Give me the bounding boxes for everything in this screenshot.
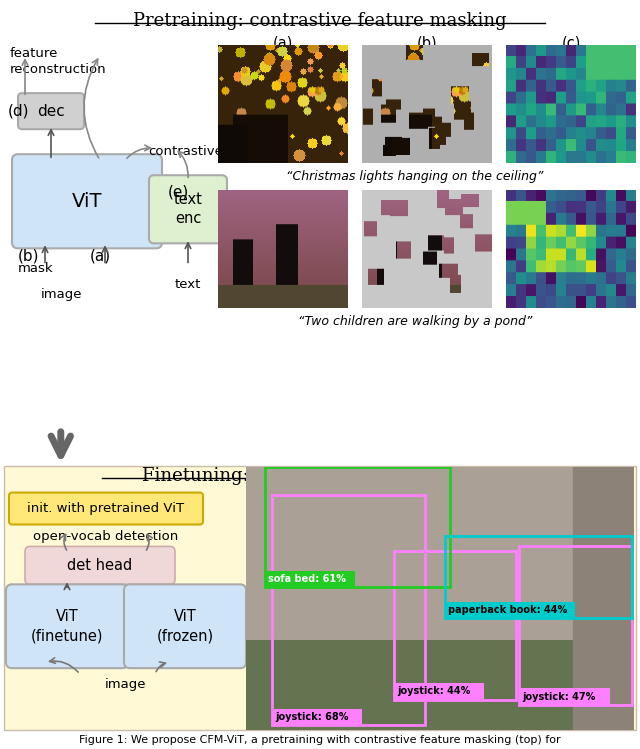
Text: image: image [41,288,83,301]
Text: paperback book: 44%: paperback book: 44% [448,604,568,615]
FancyBboxPatch shape [12,154,162,249]
FancyBboxPatch shape [124,584,246,668]
Bar [445,601,575,618]
Bar [272,709,362,725]
Text: joystick: 44%: joystick: 44% [397,686,470,697]
FancyBboxPatch shape [18,93,84,129]
Text: ViT
(frozen): ViT (frozen) [156,610,214,643]
Text: ViT: ViT [72,192,102,210]
Text: “Two children are walking by a pond”: “Two children are walking by a pond” [298,315,532,328]
Text: ViT
(finetune): ViT (finetune) [31,610,103,643]
Text: Figure 1: We propose CFM-ViT, a pretraining with contrastive feature masking (to: Figure 1: We propose CFM-ViT, a pretrain… [79,735,561,745]
Text: dec: dec [37,103,65,118]
Text: sofa bed: 61%: sofa bed: 61% [268,574,346,584]
Text: (b): (b) [417,35,437,50]
Text: (a): (a) [273,35,293,50]
FancyBboxPatch shape [25,547,175,584]
Text: text
enc: text enc [173,192,202,226]
Text: (c): (c) [561,35,580,50]
Bar [520,546,632,705]
Bar [445,536,632,618]
Text: text: text [175,279,201,291]
FancyBboxPatch shape [9,493,203,524]
Text: (b): (b) [18,249,40,264]
Text: (a): (a) [90,249,111,264]
Text: Finetuning: open-vocabulary detection: Finetuning: open-vocabulary detection [143,467,497,485]
FancyBboxPatch shape [149,175,227,243]
Text: init. with pretrained ViT: init. with pretrained ViT [28,502,184,515]
Bar [272,495,425,725]
Text: “Christmas lights hanging on the ceiling”: “Christmas lights hanging on the ceiling… [286,170,544,184]
Text: Pretraining: contrastive feature masking: Pretraining: contrastive feature masking [133,12,507,30]
Bar [394,683,484,700]
Bar [520,688,610,705]
Text: joystick: 68%: joystick: 68% [275,712,348,722]
Text: joystick: 47%: joystick: 47% [522,691,596,702]
Text: (d): (d) [8,103,29,118]
Text: det head: det head [67,558,132,573]
Text: contrastive: contrastive [148,145,223,158]
Text: (e): (e) [168,185,189,200]
Text: open-vocab detection: open-vocab detection [33,530,179,544]
Bar [394,551,516,700]
Text: feature
reconstruction: feature reconstruction [10,47,107,76]
Text: mask: mask [18,262,54,276]
Text: image: image [105,678,147,691]
Bar [265,467,450,587]
FancyBboxPatch shape [4,466,636,730]
Bar [265,571,355,587]
FancyBboxPatch shape [6,584,128,668]
